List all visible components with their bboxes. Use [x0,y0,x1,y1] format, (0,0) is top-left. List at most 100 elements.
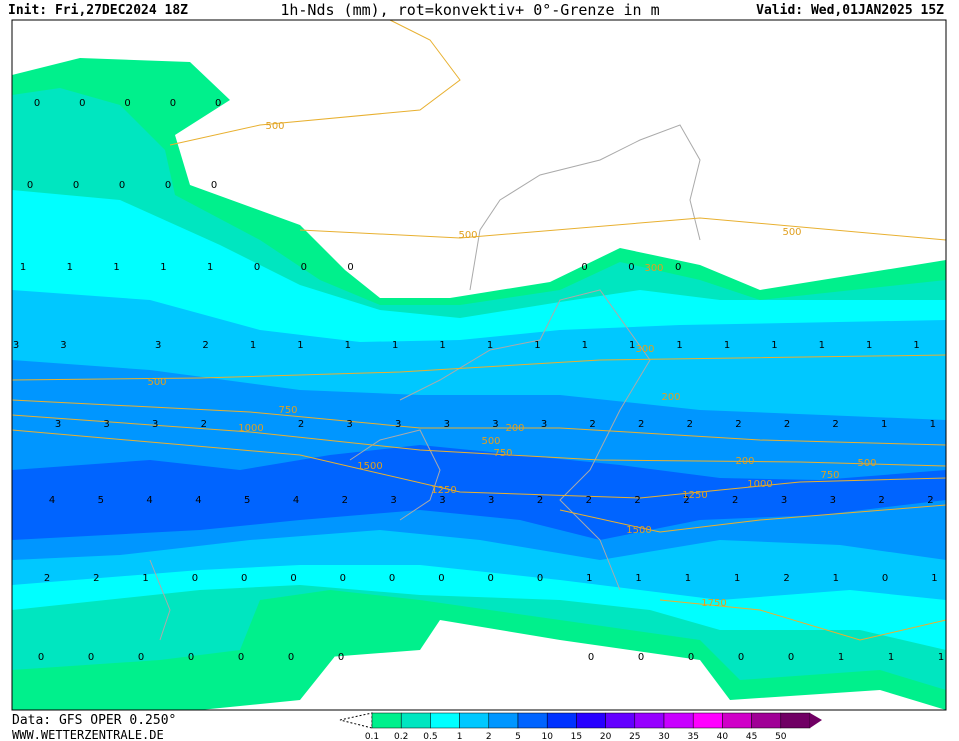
grid-value: 1 [930,419,936,430]
grid-value: 2 [784,419,790,430]
grid-value: 4 [146,495,152,506]
legend-swatch [751,712,782,729]
grid-value: 3 [830,495,836,506]
contour-label: 500 [782,227,801,238]
legend-label: 20 [600,732,612,741]
grid-value: 0 [79,98,85,109]
isoline [11,354,947,381]
contour-label: 1500 [626,525,651,536]
contour-label: 1500 [357,461,382,472]
legend-label: 40 [717,732,729,741]
grid-value: 2 [832,419,838,430]
labels: 0 0 0 0 00 0 0 0 01 1 1 1 1 0 0 0 0 0 03 3 3 2 1 1 1 1 1 1 1 1 1 1 1 1 1 1 1… [13,98,944,741]
isoline [299,217,947,241]
grid-value: 0 [73,180,79,191]
legend-label: 2 [486,732,492,741]
grid-value: 0 [138,652,144,663]
grid-value: 3 [103,419,109,430]
grid-value: 2 [732,495,738,506]
legend-swatch [722,712,752,729]
isoline [659,599,947,641]
grid-value: 2 [878,495,884,506]
legend-label: 1 [457,732,463,741]
legend-swatch [576,712,606,729]
contour-label: 1250 [682,490,707,501]
border [349,429,441,521]
border [149,559,171,641]
grid-value: 1 [819,340,825,351]
contour-label: 750 [493,448,512,459]
grid-value: 0 [338,652,344,663]
legend-swatch [605,712,636,729]
grid-value: 3 [488,495,494,506]
grid-value: 3 [390,495,396,506]
contour-label: 500 [265,121,284,132]
grid-value: 1 [250,340,256,351]
grid-value: 1 [67,262,73,273]
grid-value: 1 [888,652,894,663]
grid-value: 1 [586,573,592,584]
contour-label: 500 [857,458,876,469]
legend-label: 10 [541,732,553,741]
grid-value: 1 [487,340,493,351]
grid-value: 0 [27,180,33,191]
grid-value: 1 [734,573,740,584]
grid-value: 0 [192,573,198,584]
grid-value: 4 [49,495,55,506]
legend-label: 30 [658,732,670,741]
contour-label: 1250 [431,485,456,496]
grid-value: 1 [724,340,730,351]
precip-fields [12,58,946,710]
grid-value: 5 [244,495,250,506]
border [399,289,651,591]
grid-value: 0 [238,652,244,663]
borders [149,124,701,641]
grid-value: 0 [628,262,634,273]
grid-value: 0 [882,573,888,584]
grid-value: 3 [346,419,352,430]
grid-value: 0 [788,652,794,663]
grid-value: 2 [735,419,741,430]
grid-value: 0 [215,98,221,109]
grid-value: 1 [534,340,540,351]
grid-value: 1 [160,262,166,273]
grid-value: 1 [838,652,844,663]
grid-value: 2 [537,495,543,506]
grid-value: 2 [201,419,207,430]
grid-value: 1 [345,340,351,351]
grid-value: 0 [165,180,171,191]
legend-swatch [459,712,490,729]
contour-label: 1750 [701,598,726,609]
grid-value: 2 [202,340,208,351]
legend-label: 35 [687,732,698,741]
grid-value: 0 [588,652,594,663]
grid-value: 2 [589,419,595,430]
grid-value: 1 [582,340,588,351]
grid-value: 0 [188,652,194,663]
init-time: Init: Fri,27DEC2024 18Z [8,3,188,18]
contour-label: 300 [635,344,654,355]
grid-value: 3 [395,419,401,430]
legend-swatch [371,712,402,729]
legend-label: 0.2 [394,732,408,741]
grid-value: 0 [88,652,94,663]
contour-label: 200 [661,392,680,403]
grid-value: 0 [537,573,543,584]
legend-swatch [517,712,548,729]
grid-value: 4 [195,495,201,506]
grid-value: 2 [927,495,933,506]
grid-value: 0 [488,573,494,584]
grid-value: 2 [93,573,99,584]
isoline [11,429,947,499]
grid-value: 1 [113,262,119,273]
grid-value: 0 [34,98,40,109]
contour-label: 1000 [747,479,772,490]
grid-value: 1 [881,419,887,430]
legend-swatch [634,712,665,729]
grid-value: 0 [347,262,353,273]
grid-value: 2 [586,495,592,506]
contour-label: 300 [644,263,663,274]
grid-value: 5 [98,495,104,506]
grid-value: 0 [675,262,681,273]
grid-value: 0 [119,180,125,191]
